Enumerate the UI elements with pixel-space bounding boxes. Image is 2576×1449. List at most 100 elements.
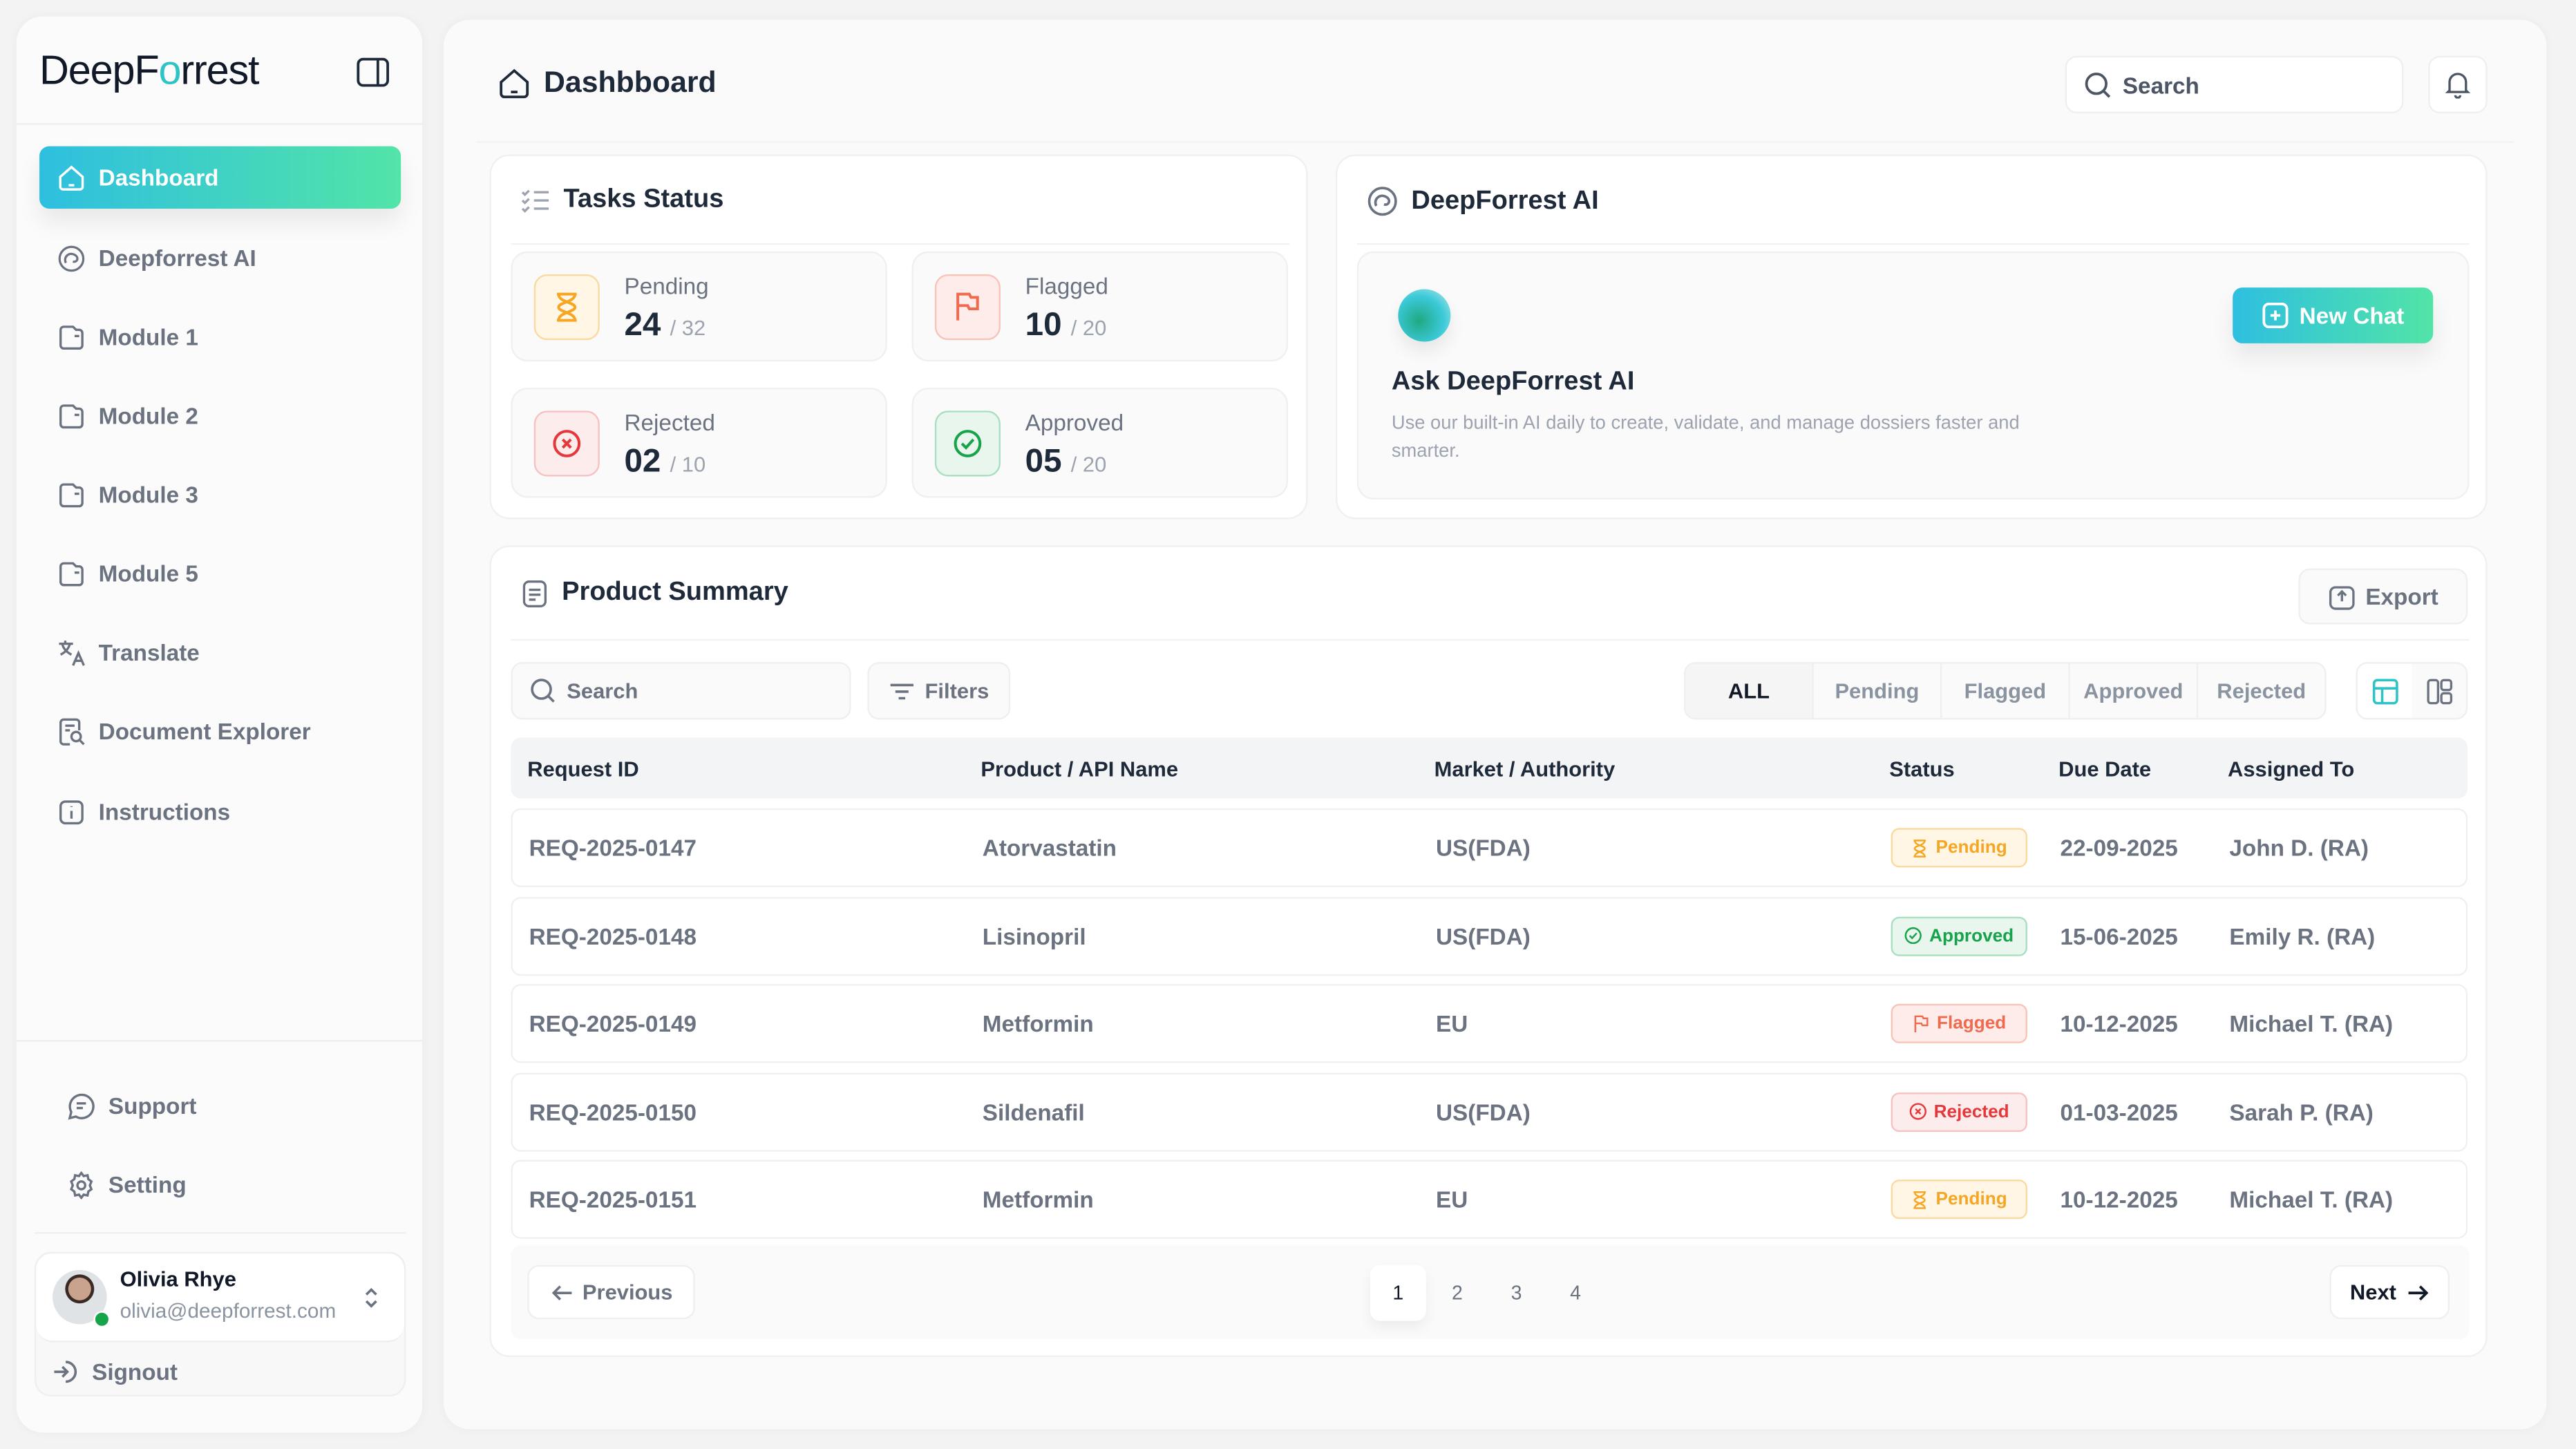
ai-title-text: DeepForrest AI xyxy=(1411,186,1599,215)
folder-icon xyxy=(57,480,85,508)
sidebar-item-label: Support xyxy=(108,1092,197,1119)
logo: DeepForrest xyxy=(39,47,259,94)
sidebar-item-label: Instructions xyxy=(98,798,231,825)
table-row[interactable]: REQ-2025-0150 Sildenafil US(FDA) Rejected 01… xyxy=(511,1072,2468,1151)
tab-approved[interactable]: Approved xyxy=(2068,663,2196,719)
cell-product: Lisinopril xyxy=(982,922,1086,949)
tasks-status-card: Tasks Status Pending 24 / 32 Flagged 10 / 2… xyxy=(489,154,1308,520)
cell-market: EU xyxy=(1436,1010,1468,1037)
table-row[interactable]: REQ-2025-0147 Atorvastatin US(FDA) Pending 2… xyxy=(511,808,2468,887)
page-title: Dashbboard xyxy=(498,66,717,100)
flagged-icon xyxy=(934,274,1001,341)
stat-card-flagged[interactable]: Flagged 10 / 20 xyxy=(911,251,1289,362)
filter-icon xyxy=(889,681,915,701)
cell-assigned: Michael T. (RA) xyxy=(2229,1010,2394,1037)
folder-icon xyxy=(57,323,85,350)
next-label: Next xyxy=(2349,1280,2396,1305)
flagged-icon xyxy=(1912,1014,1930,1032)
sidebar-item-label: Module 5 xyxy=(98,560,198,587)
divider xyxy=(511,638,2470,641)
divider xyxy=(476,141,2514,143)
cell-assigned: Sarah P. (RA) xyxy=(2229,1098,2374,1125)
status-badge: Pending xyxy=(1891,1180,2027,1220)
tasks-title-text: Tasks Status xyxy=(563,185,724,214)
previous-label: Previous xyxy=(582,1280,673,1305)
table-row[interactable]: REQ-2025-0151 Metformin EU Pending 10-12-202… xyxy=(511,1159,2468,1239)
table-row[interactable]: REQ-2025-0148 Lisinopril US(FDA) Approved 15… xyxy=(511,896,2468,976)
sidebar-item-module-3[interactable]: Module 3 xyxy=(39,463,401,525)
cell-id: REQ-2025-0147 xyxy=(529,834,697,861)
sidebar-item-support[interactable]: Support xyxy=(49,1074,410,1137)
previous-page-button[interactable]: Previous xyxy=(527,1265,695,1320)
sidebar: DeepForrest Dashboard Deepforrest AI Modul… xyxy=(16,16,423,1433)
sidebar-item-label: Deepforrest AI xyxy=(98,245,256,272)
user-name: Olivia Rhye xyxy=(120,1267,236,1291)
cell-product: Atorvastatin xyxy=(982,834,1117,861)
view-toggle xyxy=(2356,662,2468,720)
search-placeholder: Search xyxy=(2122,71,2199,98)
grid-view-button[interactable] xyxy=(2412,664,2465,718)
sidebar-item-instructions[interactable]: Instructions xyxy=(39,780,401,842)
sidebar-item-document-explorer[interactable]: Document Explorer xyxy=(39,700,401,762)
sidebar-item-module-2[interactable]: Module 2 xyxy=(39,384,401,446)
approved-icon xyxy=(1904,927,1922,945)
stat-label: Rejected xyxy=(624,409,715,436)
user-profile-button[interactable]: Olivia Rhye olivia@deepforrest.com xyxy=(36,1253,404,1343)
page-3-button[interactable]: 3 xyxy=(1510,1281,1522,1305)
home-icon xyxy=(57,164,85,191)
signout-button[interactable]: Signout xyxy=(53,1358,178,1385)
tab-flagged[interactable]: Flagged xyxy=(1940,663,2068,719)
filters-button[interactable]: Filters xyxy=(867,662,1011,720)
stat-label: Pending xyxy=(624,272,709,299)
table-view-button[interactable] xyxy=(2357,663,2412,719)
page-4-button[interactable]: 4 xyxy=(1570,1281,1582,1305)
export-button[interactable]: Export xyxy=(2298,568,2468,625)
tab-rejected[interactable]: Rejected xyxy=(2196,663,2324,719)
stat-card-rejected[interactable]: Rejected 02 / 10 xyxy=(511,388,887,498)
chevron-up-down-icon xyxy=(361,1285,381,1311)
export-icon xyxy=(2328,583,2356,610)
sidebar-toggle-icon[interactable] xyxy=(355,56,391,89)
sidebar-item-module-1[interactable]: Module 1 xyxy=(39,305,401,368)
tab-pending[interactable]: Pending xyxy=(1812,663,1940,719)
product-summary-card: Product Summary Export Search Filters AL… xyxy=(489,545,2488,1357)
home-icon xyxy=(498,66,531,100)
global-search-input[interactable]: Search xyxy=(2065,55,2404,114)
chat-icon xyxy=(67,1092,95,1119)
sidebar-item-deepforrest-ai[interactable]: Deepforrest AI xyxy=(39,227,401,289)
cell-assigned: John D. (RA) xyxy=(2229,834,2369,861)
stat-card-approved[interactable]: Approved 05 / 20 xyxy=(911,388,1289,498)
column-header: Assigned To xyxy=(2228,755,2355,781)
page-1-button[interactable]: 1 xyxy=(1370,1265,1426,1321)
signout-label: Signout xyxy=(92,1358,178,1385)
sidebar-item-label: Translate xyxy=(98,638,200,665)
sidebar-item-translate[interactable]: Translate xyxy=(39,621,401,683)
cell-id: REQ-2025-0150 xyxy=(529,1098,697,1125)
sidebar-item-label: Setting xyxy=(108,1171,187,1198)
page-numbers: 1 2 3 4 xyxy=(1370,1265,1604,1321)
stat-label: Approved xyxy=(1025,409,1124,436)
tab-all[interactable]: ALL xyxy=(1685,663,1812,719)
pending-icon xyxy=(1911,1190,1929,1209)
table-search-input[interactable]: Search xyxy=(511,662,851,720)
sidebar-item-dashboard[interactable]: Dashboard xyxy=(39,146,401,209)
notifications-button[interactable] xyxy=(2428,55,2488,114)
next-page-button[interactable]: Next xyxy=(2329,1265,2450,1320)
stat-card-pending[interactable]: Pending 24 / 32 xyxy=(511,251,887,362)
sidebar-item-module-5[interactable]: Module 5 xyxy=(39,542,401,605)
cell-due: 10-12-2025 xyxy=(2060,1186,2178,1213)
divider xyxy=(511,243,1290,245)
ask-ai-panel: Ask DeepForrest AI Use our built-in AI d… xyxy=(1356,251,2470,500)
approved-icon xyxy=(934,410,1001,477)
divider xyxy=(34,1232,406,1234)
new-chat-button[interactable]: New Chat xyxy=(2233,287,2434,343)
cell-product: Metformin xyxy=(982,1186,1094,1213)
search-icon xyxy=(529,677,557,705)
table-row[interactable]: REQ-2025-0149 Metformin EU Flagged 10-12-202… xyxy=(511,984,2468,1063)
cell-due: 15-06-2025 xyxy=(2060,922,2178,949)
page-2-button[interactable]: 2 xyxy=(1451,1281,1463,1305)
sidebar-item-setting[interactable]: Setting xyxy=(49,1153,410,1215)
plus-square-icon xyxy=(2262,302,2288,329)
bell-icon xyxy=(2445,70,2471,99)
column-header: Product / API Name xyxy=(981,755,1179,781)
